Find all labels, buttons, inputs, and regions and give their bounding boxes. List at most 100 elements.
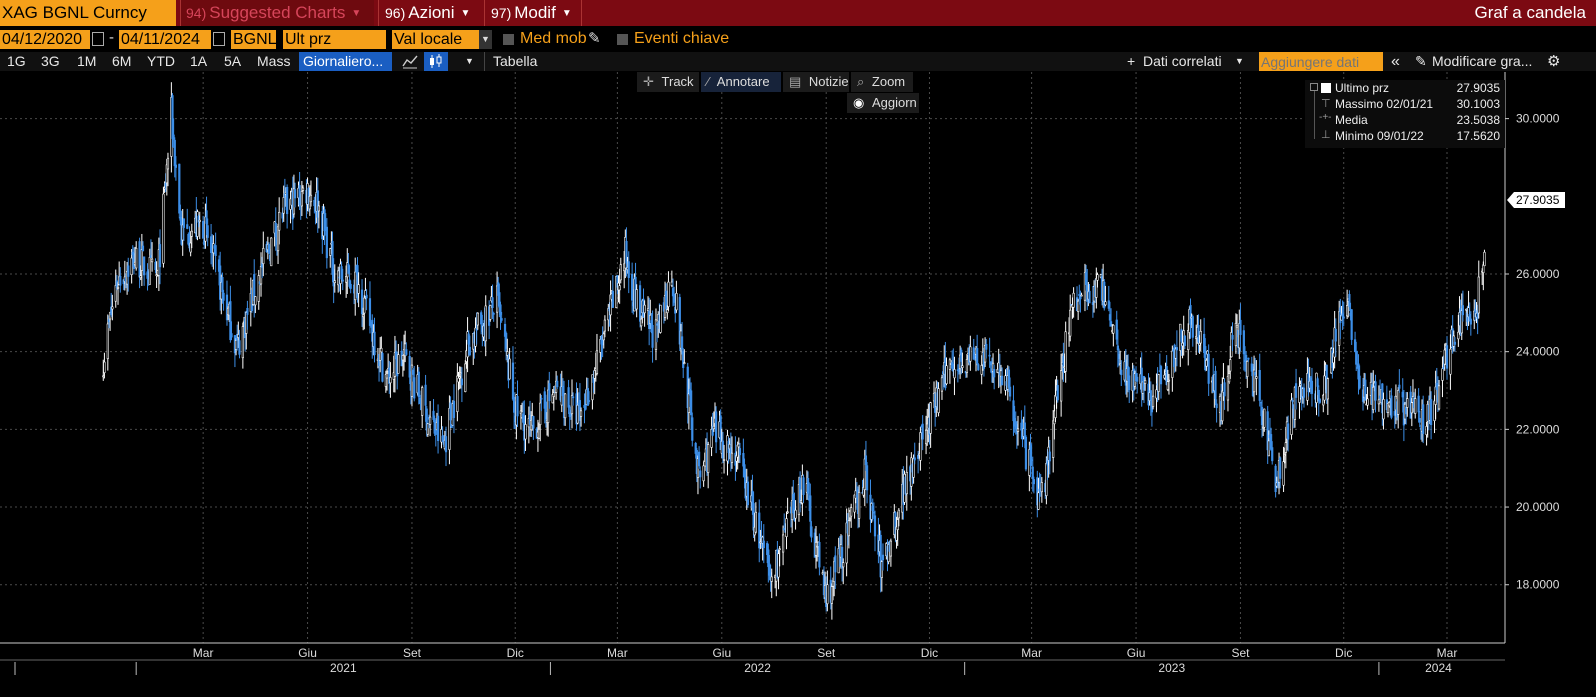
period-1m-button[interactable]: 1M [77, 53, 97, 69]
candle-body [960, 349, 963, 362]
candle-body [988, 354, 991, 357]
source-field[interactable]: BGNL [231, 30, 277, 49]
candle-body [863, 458, 866, 490]
track-button[interactable]: ✛ Track [637, 72, 699, 92]
candle-body [331, 241, 334, 275]
period-1y-button[interactable]: 1A [190, 53, 208, 69]
candle-body [853, 494, 856, 513]
pencil-icon[interactable]: ✎ [588, 30, 601, 47]
period-6m-button[interactable]: 6M [112, 53, 132, 69]
frequency-select[interactable]: Giornaliero... [299, 52, 392, 71]
menu-edit[interactable]: 97) Modif ▼ [484, 0, 582, 26]
candle-body [871, 505, 874, 511]
plus-icon[interactable]: + [1127, 53, 1136, 69]
candle-body [659, 304, 662, 333]
candle-body [752, 503, 755, 531]
candle-body [381, 353, 384, 382]
period-ytd-button[interactable]: YTD [147, 53, 175, 69]
candle-body [1441, 368, 1444, 381]
candle-body [1316, 378, 1319, 387]
candle-body [1291, 400, 1294, 402]
candle-body [491, 297, 494, 309]
news-button[interactable]: ▤ Notizie [783, 72, 849, 92]
candle-body [567, 387, 570, 408]
ticker-field[interactable]: XAG BGNL Curncy [0, 0, 176, 26]
candle-body [172, 134, 175, 140]
candle-body [802, 477, 805, 495]
candle-body [1215, 403, 1218, 409]
related-data-button[interactable]: Dati correlati [1143, 53, 1222, 69]
candle-body [444, 436, 448, 453]
start-date-field[interactable]: 04/12/2020 [0, 30, 90, 49]
period-max-button[interactable]: Mass [257, 53, 291, 69]
candlestick-icon[interactable] [424, 52, 448, 71]
candle-body [1159, 366, 1163, 385]
candle-body [1024, 436, 1028, 470]
gear-icon[interactable]: ⚙ [1547, 53, 1561, 70]
chevron-down-icon[interactable]: ▼ [465, 56, 474, 66]
candle-body [537, 428, 541, 439]
candle-body [989, 361, 992, 366]
double-chevron-left-icon[interactable]: « [1391, 53, 1400, 70]
moving-average-checkbox[interactable] [503, 34, 514, 45]
candle-body [651, 324, 654, 348]
zoom-button[interactable]: ⌕ Zoom [851, 72, 913, 92]
candle-body [1144, 380, 1147, 384]
legend-max: Massimo 02/01/21 30.1003 [1335, 97, 1500, 111]
table-button[interactable]: Tabella [493, 53, 538, 69]
period-1d-button[interactable]: 1G [7, 53, 26, 69]
currency-select[interactable]: Val locale [392, 30, 479, 49]
candle-body [769, 572, 772, 576]
refresh-button[interactable]: ◉ Aggiorn [847, 93, 919, 113]
line-chart-icon[interactable] [402, 54, 418, 69]
candle-body [221, 277, 224, 293]
period-5y-button[interactable]: 5A [224, 53, 242, 69]
price-field[interactable]: Ult prz [283, 30, 386, 49]
max-marker-icon: ⊤ [1321, 98, 1331, 110]
candle-body [329, 248, 332, 256]
candle-body [229, 301, 232, 340]
candle-body [141, 245, 145, 252]
candle-body [357, 284, 360, 294]
candle-body [572, 396, 575, 399]
x-month-label: Mar [1437, 646, 1458, 660]
chevron-down-icon[interactable]: ▼ [1235, 56, 1244, 66]
add-data-input[interactable] [1259, 52, 1383, 71]
edit-chart-button[interactable]: Modificare gra... [1432, 53, 1533, 69]
candle-body [1405, 407, 1408, 415]
pencil-icon[interactable]: ✎ [1415, 53, 1427, 69]
menu-suggested-charts[interactable]: 94) Suggested Charts ▼ [180, 0, 374, 26]
candle-body [205, 210, 208, 224]
key-events-checkbox[interactable] [617, 34, 628, 45]
candle-body [1469, 318, 1472, 325]
candle-body [691, 417, 694, 441]
end-date-field[interactable]: 04/11/2024 [119, 30, 211, 49]
chevron-down-icon[interactable]: ▼ [479, 30, 492, 49]
candle-body [257, 275, 260, 302]
candle-body [873, 515, 877, 537]
candle-body [697, 451, 701, 467]
calendar-icon[interactable] [92, 32, 104, 46]
candle-body [150, 258, 154, 263]
candle-body [467, 333, 470, 345]
candle-body [993, 369, 996, 378]
candle-body [814, 542, 818, 556]
calendar-icon[interactable] [213, 32, 225, 46]
menu-actions[interactable]: 96) Azioni ▼ [378, 0, 482, 26]
candle-body [332, 269, 335, 287]
candle-body [316, 190, 319, 218]
candle-body [511, 362, 515, 400]
y-tick-label: 30.0000 [1516, 112, 1560, 126]
legend-average: Media 23.5038 [1335, 113, 1500, 127]
candle-body [468, 346, 471, 356]
x-year-label: 2021 [330, 661, 357, 675]
candle-body [699, 470, 702, 478]
collapse-icon[interactable] [1310, 83, 1318, 91]
candle-body [1252, 369, 1256, 393]
candle-body [354, 271, 357, 301]
period-3d-button[interactable]: 3G [41, 53, 60, 69]
candle-body [680, 336, 684, 350]
candle-body [434, 429, 437, 435]
annotate-button[interactable]: ⁄ Annotare [701, 72, 781, 92]
